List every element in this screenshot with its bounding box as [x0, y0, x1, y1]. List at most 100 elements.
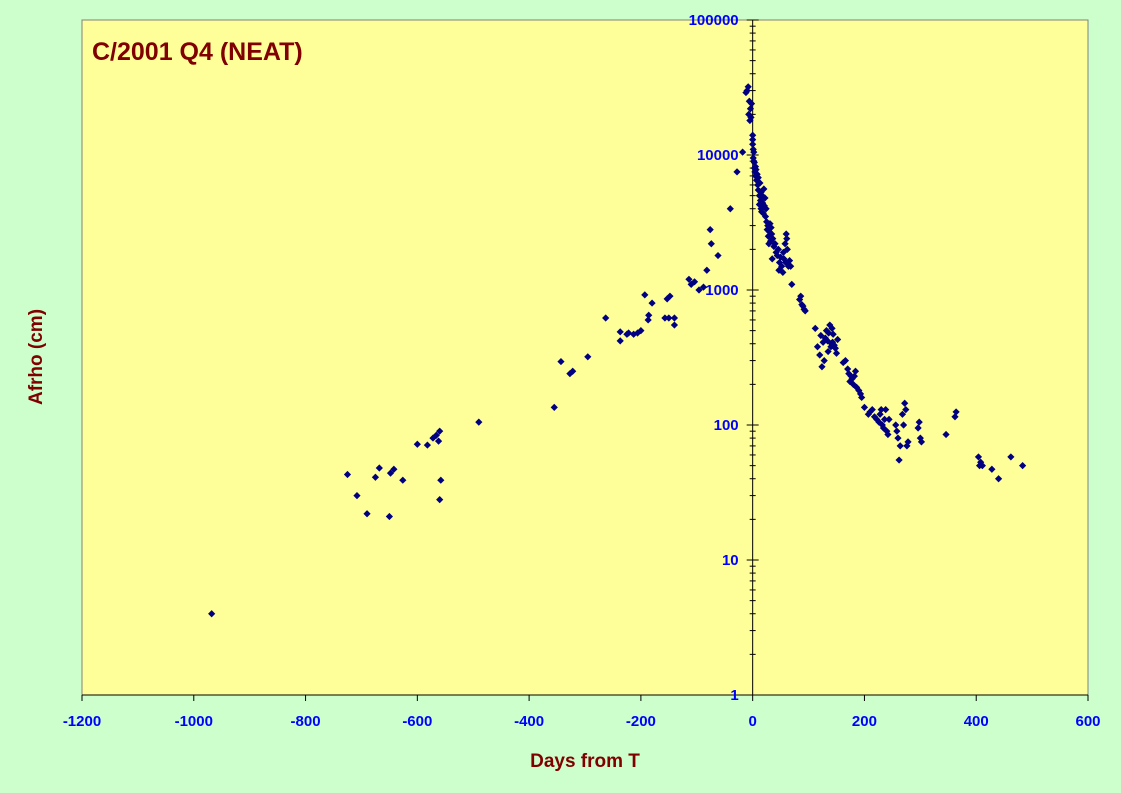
data-point: [756, 196, 765, 205]
data-point: [771, 240, 779, 248]
y-tick-label: 10: [722, 552, 739, 569]
data-point: [801, 307, 809, 315]
data-point: [434, 437, 443, 445]
y-tick-label: 100: [714, 417, 739, 434]
data-point: [978, 462, 986, 470]
data-point: [831, 344, 839, 352]
data-point: [726, 205, 734, 213]
chart-title: C/2001 Q4 (NEAT): [92, 38, 303, 66]
data-point: [624, 329, 633, 337]
data-point: [707, 240, 715, 248]
data-point: [761, 212, 770, 221]
x-tick-label: -600: [402, 713, 432, 730]
data-point: [633, 329, 642, 337]
data-point: [994, 475, 1003, 483]
data-point: [760, 185, 768, 193]
data-point: [822, 327, 831, 335]
data-point: [866, 408, 874, 416]
data-point: [884, 430, 892, 439]
data-point: [749, 131, 757, 139]
y-tick-label: 10000: [697, 147, 739, 164]
data-point: [769, 235, 777, 243]
data-point: [902, 406, 910, 414]
data-point: [665, 314, 673, 322]
x-tick-label: 0: [748, 713, 756, 730]
data-point: [826, 321, 834, 329]
data-point: [904, 438, 912, 446]
data-point: [787, 262, 795, 270]
data-point: [974, 453, 983, 461]
data-point: [813, 343, 822, 351]
data-point: [733, 168, 741, 176]
x-tick-label: 200: [852, 713, 877, 730]
y-tick-label: 100000: [689, 12, 739, 29]
data-point: [390, 465, 398, 473]
data-point: [353, 491, 361, 500]
data-point: [641, 291, 649, 299]
data-point: [763, 226, 771, 234]
data-point: [855, 386, 863, 395]
data-point: [695, 286, 703, 294]
data-point: [386, 469, 395, 477]
data-point: [385, 512, 393, 521]
data-point: [432, 431, 440, 439]
data-point: [868, 406, 876, 414]
data-point: [774, 245, 782, 253]
x-tick-label: -1000: [175, 713, 213, 730]
data-point: [703, 266, 711, 274]
data-point: [853, 383, 861, 391]
data-point: [670, 321, 679, 329]
data-point: [901, 399, 909, 407]
data-point: [903, 442, 911, 450]
data-point: [602, 314, 610, 322]
data-point: [645, 311, 653, 319]
data-point: [666, 292, 674, 300]
data-point: [616, 337, 624, 345]
data-point: [977, 458, 985, 466]
data-point: [894, 434, 902, 442]
data-point: [818, 363, 826, 371]
data-point: [899, 421, 908, 429]
data-point: [749, 140, 757, 148]
data-point: [747, 113, 755, 121]
data-point: [817, 331, 825, 340]
y-tick-label: 1000: [705, 282, 738, 299]
data-point: [566, 370, 574, 378]
data-point: [750, 148, 758, 156]
data-point: [882, 406, 890, 414]
data-point: [914, 424, 922, 432]
data-point: [670, 314, 679, 322]
data-point: [756, 179, 764, 187]
data-point: [413, 440, 421, 448]
data-point: [747, 100, 756, 108]
data-point: [895, 456, 903, 464]
data-point: [637, 327, 645, 335]
data-point: [584, 353, 592, 361]
data-point: [777, 253, 785, 261]
data-point: [757, 188, 765, 196]
data-point: [783, 235, 791, 243]
data-point: [841, 356, 850, 365]
data-point: [875, 418, 883, 426]
data-point: [942, 430, 950, 439]
x-axis-title: Days from T: [530, 751, 640, 772]
data-point: [762, 205, 770, 213]
data-point: [820, 356, 828, 365]
data-point: [880, 415, 889, 424]
data-point: [898, 410, 907, 418]
x-tick-label: 400: [964, 713, 989, 730]
data-point: [877, 406, 885, 414]
data-point: [739, 148, 747, 156]
data-point: [829, 330, 837, 338]
data-point: [828, 324, 836, 332]
data-point: [824, 347, 832, 356]
data-point: [885, 415, 893, 424]
data-point: [952, 408, 960, 416]
data-point: [778, 262, 786, 270]
data-point: [864, 410, 872, 418]
data-point: [951, 413, 959, 421]
data-point: [436, 427, 444, 435]
data-point: [850, 372, 858, 380]
data-point: [892, 421, 900, 429]
data-point: [873, 415, 881, 424]
